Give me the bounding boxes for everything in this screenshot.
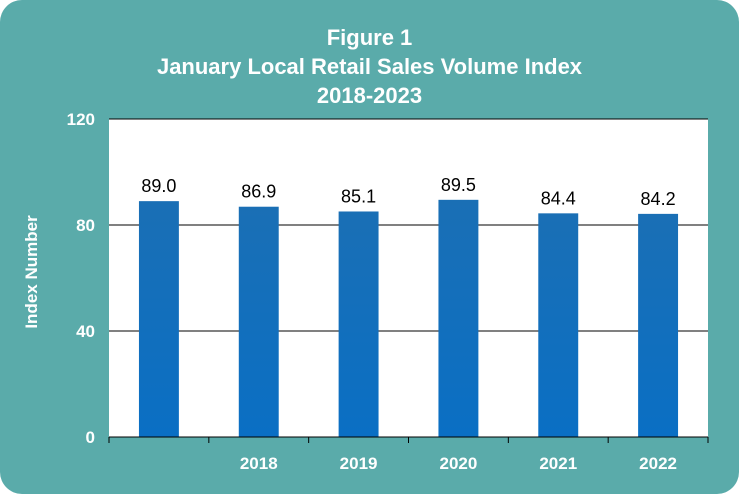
bar-2019	[338, 211, 379, 437]
data-label-2021: 84.4	[541, 188, 576, 208]
data-label-2018: 86.9	[241, 182, 276, 202]
data-label-first: 89.0	[141, 176, 176, 196]
y-tick-labels: 0 40 80 120	[67, 110, 95, 447]
x-tick-2020: 2020	[440, 454, 478, 473]
x-tick-2018: 2018	[240, 454, 278, 473]
x-tick-2022: 2022	[639, 454, 677, 473]
y-tick-0: 0	[86, 428, 95, 447]
x-tick-2019: 2019	[340, 454, 378, 473]
bar-first	[138, 201, 179, 437]
plot-area	[109, 119, 708, 437]
y-tick-120: 120	[67, 110, 95, 129]
gridlines	[109, 118, 708, 332]
chart-title: Figure 1	[326, 25, 413, 50]
y-tick-80: 80	[76, 216, 95, 235]
y-tick-40: 40	[76, 322, 95, 341]
data-labels: 89.0 86.9 85.1 89.5 84.4 84.2	[141, 175, 675, 209]
bar-series	[138, 199, 679, 437]
data-label-2019: 85.1	[341, 186, 376, 206]
bar-2020	[438, 199, 479, 437]
bar-2018	[238, 206, 279, 437]
bar-2021	[538, 213, 579, 437]
data-label-2022: 84.2	[641, 189, 676, 209]
chart-subtitle-years: 2018-2023	[316, 83, 423, 108]
y-axis-label: Index Number	[22, 215, 41, 329]
bar-2022	[638, 213, 679, 437]
x-tick-2021: 2021	[539, 454, 577, 473]
x-tick-labels: 2018 2019 2020 2021 2022	[240, 454, 677, 473]
data-label-2020: 89.5	[441, 175, 476, 195]
chart-subtitle: January Local Retail Sales Volume Index	[156, 54, 583, 79]
x-tick-marks	[108, 437, 709, 443]
